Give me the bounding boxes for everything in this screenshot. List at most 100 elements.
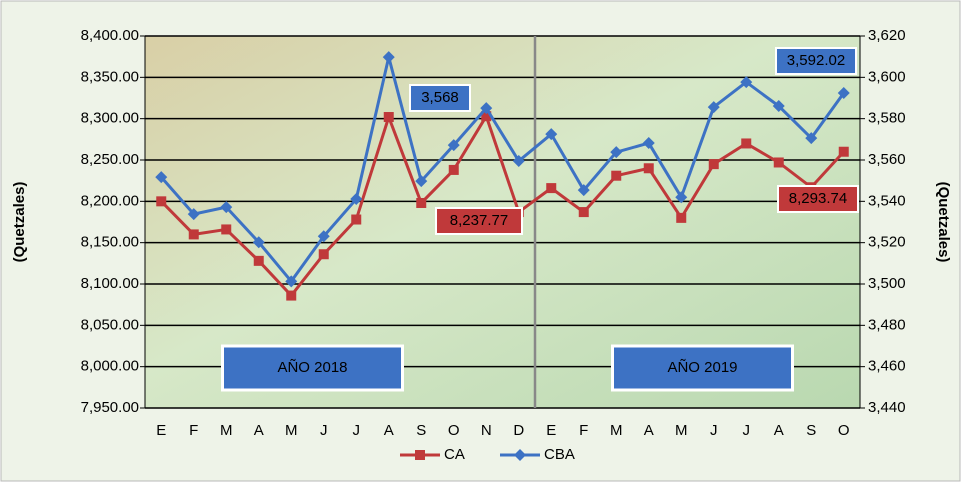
y-axis-label: (Quetzales) xyxy=(11,182,28,263)
y2-tick-label: 3,520 xyxy=(868,234,906,251)
y-tick-label: 7,950.00 xyxy=(81,399,139,416)
x-tick-label: A xyxy=(774,422,784,439)
x-tick-label: E xyxy=(546,422,556,439)
x-tick-label: N xyxy=(481,422,492,439)
x-tick-label: S xyxy=(416,422,426,439)
y-tick-label: 8,400.00 xyxy=(81,27,139,44)
y-tick-label: 8,300.00 xyxy=(81,110,139,127)
marker xyxy=(643,163,654,174)
marker xyxy=(188,229,199,240)
marker xyxy=(285,275,298,288)
marker xyxy=(221,224,232,235)
y-tick-label: 8,200.00 xyxy=(81,192,139,209)
year-box xyxy=(611,344,794,392)
x-tick-label: J xyxy=(710,422,718,439)
y2-tick-label: 3,480 xyxy=(868,316,906,333)
y2-tick-label: 3,620 xyxy=(868,27,906,44)
marker xyxy=(415,175,428,188)
series-line xyxy=(160,56,845,284)
y2-tick-label: 3,580 xyxy=(868,110,906,127)
x-tick-label: M xyxy=(220,422,233,439)
x-tick-label: M xyxy=(610,422,623,439)
y2-axis-label: (Quetzales) xyxy=(935,182,952,263)
x-tick-label: J xyxy=(320,422,328,439)
year-label: AÑO 2019 xyxy=(667,359,737,376)
marker xyxy=(837,87,850,100)
marker xyxy=(707,101,720,114)
marker xyxy=(286,290,297,301)
y2-tick-label: 3,460 xyxy=(868,358,906,375)
annotation: 8,237.77 xyxy=(450,212,508,229)
x-tick-label: J xyxy=(353,422,361,439)
marker xyxy=(611,170,622,181)
marker xyxy=(416,197,427,208)
x-tick-label: O xyxy=(448,422,460,439)
marker xyxy=(546,183,557,194)
x-tick-label: A xyxy=(644,422,654,439)
marker xyxy=(773,157,784,168)
series-line xyxy=(160,112,845,298)
marker xyxy=(351,214,362,225)
marker xyxy=(253,255,264,266)
marker xyxy=(156,196,167,207)
x-tick-label: F xyxy=(579,422,588,439)
y2-tick-label: 3,600 xyxy=(868,68,906,85)
marker xyxy=(610,146,623,159)
annotation: 8,293.74 xyxy=(789,190,847,207)
marker xyxy=(220,201,233,214)
x-tick-label: S xyxy=(806,422,816,439)
marker xyxy=(350,193,363,206)
legend-label: CBA xyxy=(544,446,575,463)
x-tick-label: M xyxy=(675,422,688,439)
annotation: 3,568 xyxy=(421,89,459,106)
marker xyxy=(676,212,687,223)
annotation-box xyxy=(435,207,523,235)
y2-tick-label: 3,540 xyxy=(868,192,906,209)
x-tick-label: D xyxy=(513,422,524,439)
marker xyxy=(480,102,493,115)
annotation-box xyxy=(777,185,859,213)
marker xyxy=(740,76,753,89)
marker xyxy=(448,164,459,175)
annotation-box xyxy=(409,84,471,112)
x-tick-label: O xyxy=(838,422,850,439)
marker xyxy=(675,191,688,204)
y-tick-label: 8,000.00 xyxy=(81,358,139,375)
marker xyxy=(578,207,589,218)
x-tick-label: F xyxy=(189,422,198,439)
y-tick-label: 8,100.00 xyxy=(81,275,139,292)
marker xyxy=(318,249,329,260)
marker xyxy=(577,184,590,197)
marker xyxy=(708,159,719,170)
legend-label: CA xyxy=(444,446,465,463)
marker xyxy=(252,236,265,249)
x-tick-label: E xyxy=(156,422,166,439)
y-tick-label: 8,050.00 xyxy=(81,316,139,333)
marker xyxy=(481,111,492,122)
y-tick-label: 8,350.00 xyxy=(81,68,139,85)
annotation: 3,592.02 xyxy=(787,52,845,69)
y2-tick-label: 3,440 xyxy=(868,399,906,416)
marker xyxy=(317,230,330,243)
marker xyxy=(772,100,785,113)
legend-marker xyxy=(514,449,526,461)
x-tick-label: A xyxy=(254,422,264,439)
x-tick-label: A xyxy=(384,422,394,439)
year-label: AÑO 2018 xyxy=(277,359,347,376)
annotation-box xyxy=(775,47,857,75)
marker xyxy=(383,112,394,123)
year-box xyxy=(221,344,404,392)
x-tick-label: J xyxy=(743,422,751,439)
marker xyxy=(447,139,460,152)
marker xyxy=(838,146,849,157)
marker xyxy=(805,132,818,145)
y2-tick-label: 3,560 xyxy=(868,151,906,168)
marker xyxy=(741,138,752,149)
legend-marker xyxy=(415,450,425,460)
marker xyxy=(382,51,395,64)
marker xyxy=(512,155,525,168)
x-tick-label: M xyxy=(285,422,298,439)
marker xyxy=(642,137,655,150)
y-tick-label: 8,250.00 xyxy=(81,151,139,168)
